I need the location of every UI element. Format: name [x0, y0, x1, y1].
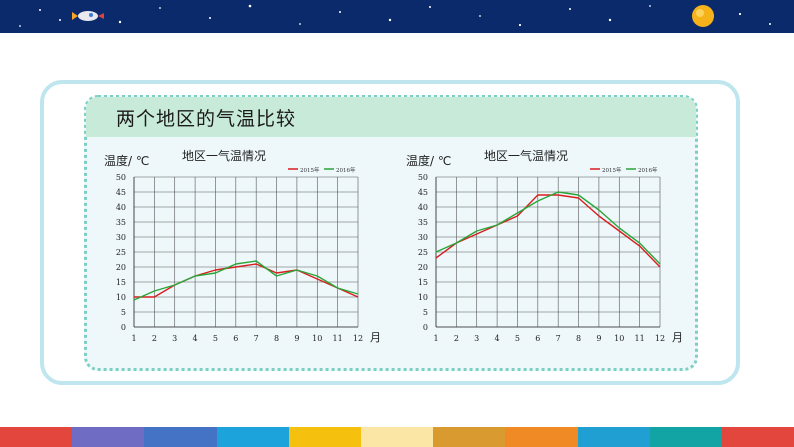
- sun-icon: [692, 5, 714, 27]
- y-tick-label: 30: [116, 233, 126, 242]
- slide-title: 两个地区的气温比较: [116, 108, 297, 130]
- series-line-2015: [435, 194, 661, 268]
- y-tick-label: 50: [418, 173, 428, 182]
- x-tick-label: 11: [333, 334, 343, 343]
- x-tick-label: 5: [515, 334, 520, 343]
- y-tick-label: 45: [116, 188, 126, 197]
- x-tick-label: 1: [433, 334, 438, 343]
- x-tick-label: 1: [131, 334, 136, 343]
- y-tick-label: 45: [418, 188, 428, 197]
- footer-stripe: [433, 427, 506, 447]
- footer-stripe: [577, 427, 650, 447]
- footer-stripe: [721, 427, 794, 447]
- x-tick-label: 2: [152, 334, 157, 343]
- y-tick-label: 15: [116, 278, 126, 287]
- series-line-2015: [134, 263, 359, 298]
- x-tick-label: 6: [233, 334, 238, 343]
- series-line-2016: [435, 191, 661, 265]
- x-tick-label: 11: [635, 334, 645, 343]
- x-tick-label: 3: [474, 334, 479, 343]
- footer-stripe: [144, 427, 217, 447]
- footer-stripe: [0, 427, 73, 447]
- y-tick-label: 35: [116, 218, 126, 227]
- chart-title: 地区一气温情况: [484, 148, 568, 163]
- y-tick-label: 0: [121, 323, 126, 332]
- stars-decoration: [19, 4, 771, 27]
- y-axis-label: 温度/ ℃: [104, 153, 149, 168]
- x-axis-label: 月: [672, 331, 683, 344]
- legend-label: 2016年: [336, 166, 356, 174]
- y-tick-label: 10: [418, 293, 428, 302]
- x-tick-label: 7: [556, 334, 561, 343]
- x-tick-label: 10: [312, 334, 322, 343]
- x-tick-label: 7: [254, 334, 259, 343]
- footer-stripe: [505, 427, 578, 447]
- footer-stripe: [288, 427, 361, 447]
- footer-stripe: [216, 427, 289, 447]
- x-tick-label: 4: [193, 334, 198, 343]
- x-tick-label: 8: [274, 334, 279, 343]
- x-tick-label: 12: [655, 334, 665, 343]
- y-tick-label: 5: [423, 308, 428, 317]
- rocket-icon: [72, 11, 104, 21]
- y-tick-label: 40: [116, 203, 126, 212]
- footer-stripe: [360, 427, 434, 447]
- series-line-2016: [133, 260, 359, 301]
- y-tick-label: 20: [418, 263, 428, 272]
- x-tick-label: 4: [495, 334, 500, 343]
- footer-stripe: [72, 427, 145, 447]
- y-tick-label: 0: [423, 323, 428, 332]
- legend-label: 2015年: [602, 166, 622, 174]
- y-axis-label: 温度/ ℃: [406, 153, 451, 168]
- top-banner: [0, 0, 794, 33]
- title-band: [86, 97, 696, 137]
- y-tick-label: 30: [418, 233, 428, 242]
- chart-region-2: 温度/ ℃ 地区一气温情况 2015年 2016年 0 5 10 15 20 25 30 35 40 45…: [400, 145, 730, 353]
- x-tick-label: 6: [535, 334, 540, 343]
- legend-label: 2015年: [300, 166, 320, 174]
- y-tick-label: 5: [121, 308, 126, 317]
- y-tick-label: 10: [116, 293, 126, 302]
- x-tick-label: 3: [172, 334, 177, 343]
- x-tick-label: 9: [596, 334, 601, 343]
- x-tick-label: 8: [576, 334, 581, 343]
- footer-stripe: [649, 427, 722, 447]
- chart-panel: [84, 95, 698, 371]
- x-tick-label: 12: [353, 334, 363, 343]
- y-tick-label: 35: [418, 218, 428, 227]
- chart-region-1: 温度/ ℃ 地区一气温情况 2015年 2016年 0 5 10 15 20 25 30 35 40 45…: [98, 145, 428, 353]
- chart-title: 地区一气温情况: [182, 148, 266, 163]
- y-tick-label: 20: [116, 263, 126, 272]
- y-tick-label: 40: [418, 203, 428, 212]
- footer-stripes: [0, 427, 794, 447]
- x-axis-label: 月: [370, 331, 381, 344]
- x-tick-label: 10: [614, 334, 624, 343]
- y-tick-label: 25: [116, 248, 126, 257]
- y-tick-label: 50: [116, 173, 126, 182]
- x-tick-label: 9: [294, 334, 299, 343]
- y-tick-label: 25: [418, 248, 428, 257]
- legend-label: 2016年: [638, 166, 658, 174]
- x-tick-label: 2: [454, 334, 459, 343]
- y-tick-label: 15: [418, 278, 428, 287]
- x-tick-label: 5: [213, 334, 218, 343]
